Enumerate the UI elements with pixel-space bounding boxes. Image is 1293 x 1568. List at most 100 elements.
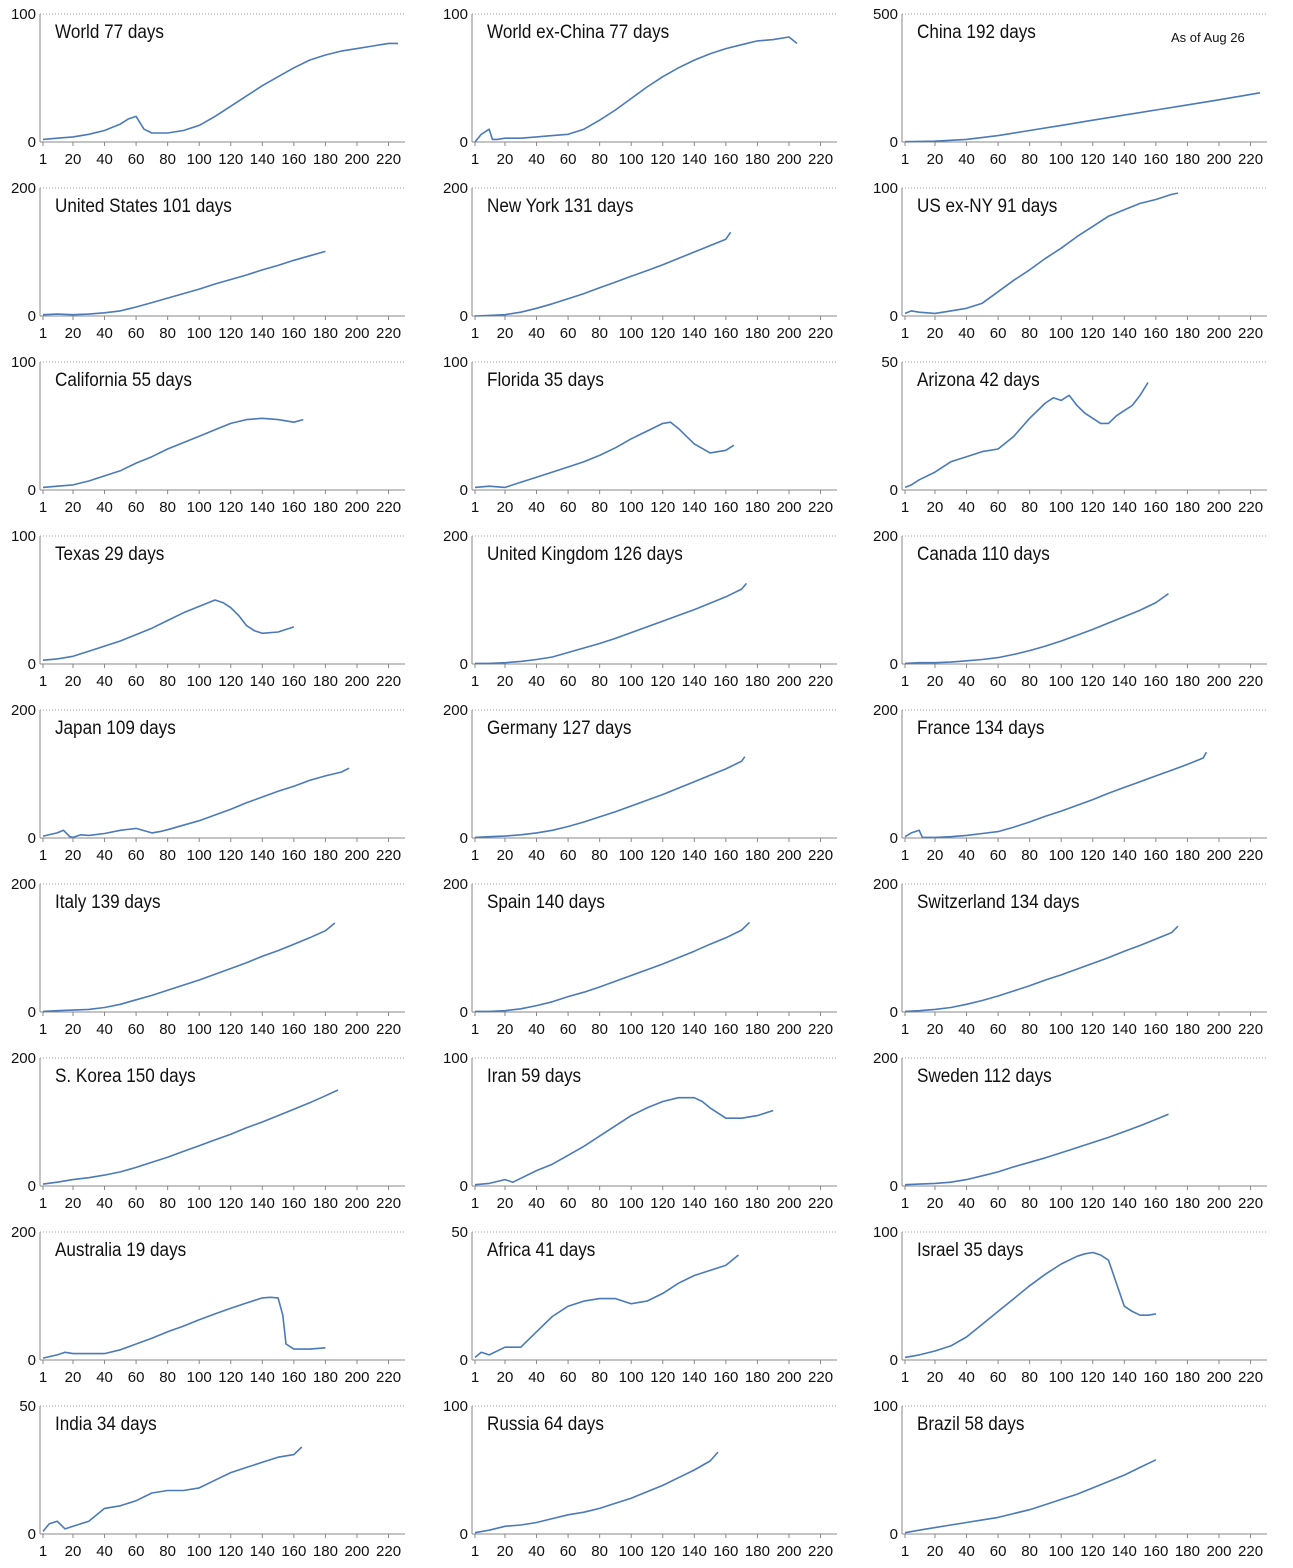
y-tick-label: 200 xyxy=(873,1050,898,1067)
x-tick-label: 160 xyxy=(713,325,738,342)
x-tick-label: 220 xyxy=(808,151,833,168)
x-tick-label: 160 xyxy=(713,1543,738,1560)
x-tick-label: 40 xyxy=(958,1021,975,1038)
x-tick-label: 80 xyxy=(591,1021,608,1038)
x-tick-label: 60 xyxy=(990,1369,1007,1386)
y-tick-label: 100 xyxy=(11,6,36,23)
x-tick-label: 20 xyxy=(65,325,82,342)
x-tick-label: 220 xyxy=(1238,499,1263,516)
x-tick-label: 1 xyxy=(471,151,479,168)
x-tick-label: 100 xyxy=(187,1195,212,1212)
x-tick-label: 100 xyxy=(187,325,212,342)
x-tick-label: 160 xyxy=(1143,1195,1168,1212)
x-tick-label: 1 xyxy=(39,1021,47,1038)
series-line xyxy=(42,767,350,839)
x-tick-label: 200 xyxy=(344,847,369,864)
y-tick-label: 0 xyxy=(460,830,468,847)
x-tick-label: 1 xyxy=(471,1543,479,1560)
x-tick-label: 160 xyxy=(1143,1369,1168,1386)
x-tick-label: 40 xyxy=(96,1195,113,1212)
x-tick-label: 100 xyxy=(1049,151,1074,168)
x-tick-label: 40 xyxy=(958,1543,975,1560)
x-tick-label: 100 xyxy=(187,151,212,168)
x-tick-label: 140 xyxy=(682,499,707,516)
chart-panel: 200 0 1 20 40 60 80 100 120 140 160 180 200 220 S. Kor… xyxy=(0,1044,430,1218)
x-tick-label: 180 xyxy=(313,1195,338,1212)
series-line xyxy=(474,1254,740,1359)
chart-title: France 134 days xyxy=(917,718,1045,739)
x-tick-label: 1 xyxy=(901,325,909,342)
x-tick-label: 140 xyxy=(682,151,707,168)
x-tick-label: 180 xyxy=(745,151,770,168)
x-tick-label: 180 xyxy=(1175,1195,1200,1212)
y-tick-label: 0 xyxy=(890,1352,898,1369)
x-tick-label: 220 xyxy=(376,847,401,864)
x-tick-label: 60 xyxy=(560,847,577,864)
x-tick-label: 20 xyxy=(927,1543,944,1560)
x-tick-label: 40 xyxy=(96,673,113,690)
x-tick-label: 200 xyxy=(1206,847,1231,864)
x-tick-label: 120 xyxy=(1080,325,1105,342)
x-tick-label: 1 xyxy=(901,499,909,516)
x-tick-label: 80 xyxy=(159,1543,176,1560)
x-tick-label: 140 xyxy=(1112,1369,1137,1386)
x-tick-label: 200 xyxy=(1206,1369,1231,1386)
x-tick-label: 200 xyxy=(776,151,801,168)
x-tick-label: 1 xyxy=(901,847,909,864)
x-tick-label: 140 xyxy=(1112,847,1137,864)
x-tick-label: 100 xyxy=(1049,325,1074,342)
x-tick-label: 20 xyxy=(497,847,514,864)
y-tick-label: 100 xyxy=(11,528,36,545)
chart-panel: 200 0 1 20 40 60 80 100 120 140 160 180 200 220 Spain … xyxy=(432,870,862,1044)
x-tick-label: 200 xyxy=(776,499,801,516)
x-tick-label: 200 xyxy=(344,1543,369,1560)
x-tick-label: 220 xyxy=(808,499,833,516)
x-tick-label: 60 xyxy=(128,1021,145,1038)
y-tick-label: 0 xyxy=(28,1352,36,1369)
x-tick-label: 140 xyxy=(1112,673,1137,690)
y-tick-label: 0 xyxy=(460,308,468,325)
x-tick-label: 180 xyxy=(1175,1543,1200,1560)
x-tick-label: 60 xyxy=(990,847,1007,864)
x-tick-label: 160 xyxy=(281,1195,306,1212)
y-tick-label: 0 xyxy=(28,1004,36,1021)
x-tick-label: 80 xyxy=(159,1021,176,1038)
x-tick-label: 80 xyxy=(1021,1195,1038,1212)
chart-panel: 100 0 1 20 40 60 80 100 120 140 160 180 200 220 Russia… xyxy=(432,1392,862,1566)
y-tick-label: 0 xyxy=(890,482,898,499)
x-tick-label: 200 xyxy=(1206,1543,1231,1560)
x-tick-label: 20 xyxy=(497,499,514,516)
y-tick-label: 0 xyxy=(890,830,898,847)
y-tick-label: 0 xyxy=(28,656,36,673)
x-tick-label: 100 xyxy=(187,1543,212,1560)
x-tick-label: 80 xyxy=(159,499,176,516)
y-tick-label: 0 xyxy=(890,308,898,325)
series-line xyxy=(42,250,326,316)
x-tick-label: 160 xyxy=(281,847,306,864)
series-line xyxy=(904,592,1169,665)
x-tick-label: 100 xyxy=(619,1021,644,1038)
x-tick-label: 220 xyxy=(808,1543,833,1560)
x-tick-label: 180 xyxy=(745,1369,770,1386)
x-tick-label: 220 xyxy=(376,673,401,690)
x-tick-label: 200 xyxy=(1206,1195,1231,1212)
x-tick-label: 140 xyxy=(1112,1543,1137,1560)
x-tick-label: 20 xyxy=(927,1369,944,1386)
x-tick-label: 200 xyxy=(344,325,369,342)
x-tick-label: 140 xyxy=(250,1369,275,1386)
x-tick-label: 140 xyxy=(682,1369,707,1386)
y-tick-label: 200 xyxy=(443,528,468,545)
x-tick-label: 120 xyxy=(650,847,675,864)
x-tick-label: 20 xyxy=(927,847,944,864)
x-tick-label: 160 xyxy=(713,847,738,864)
x-tick-label: 220 xyxy=(376,151,401,168)
x-tick-label: 120 xyxy=(650,1543,675,1560)
x-tick-label: 1 xyxy=(901,1021,909,1038)
y-tick-label: 0 xyxy=(460,1352,468,1369)
